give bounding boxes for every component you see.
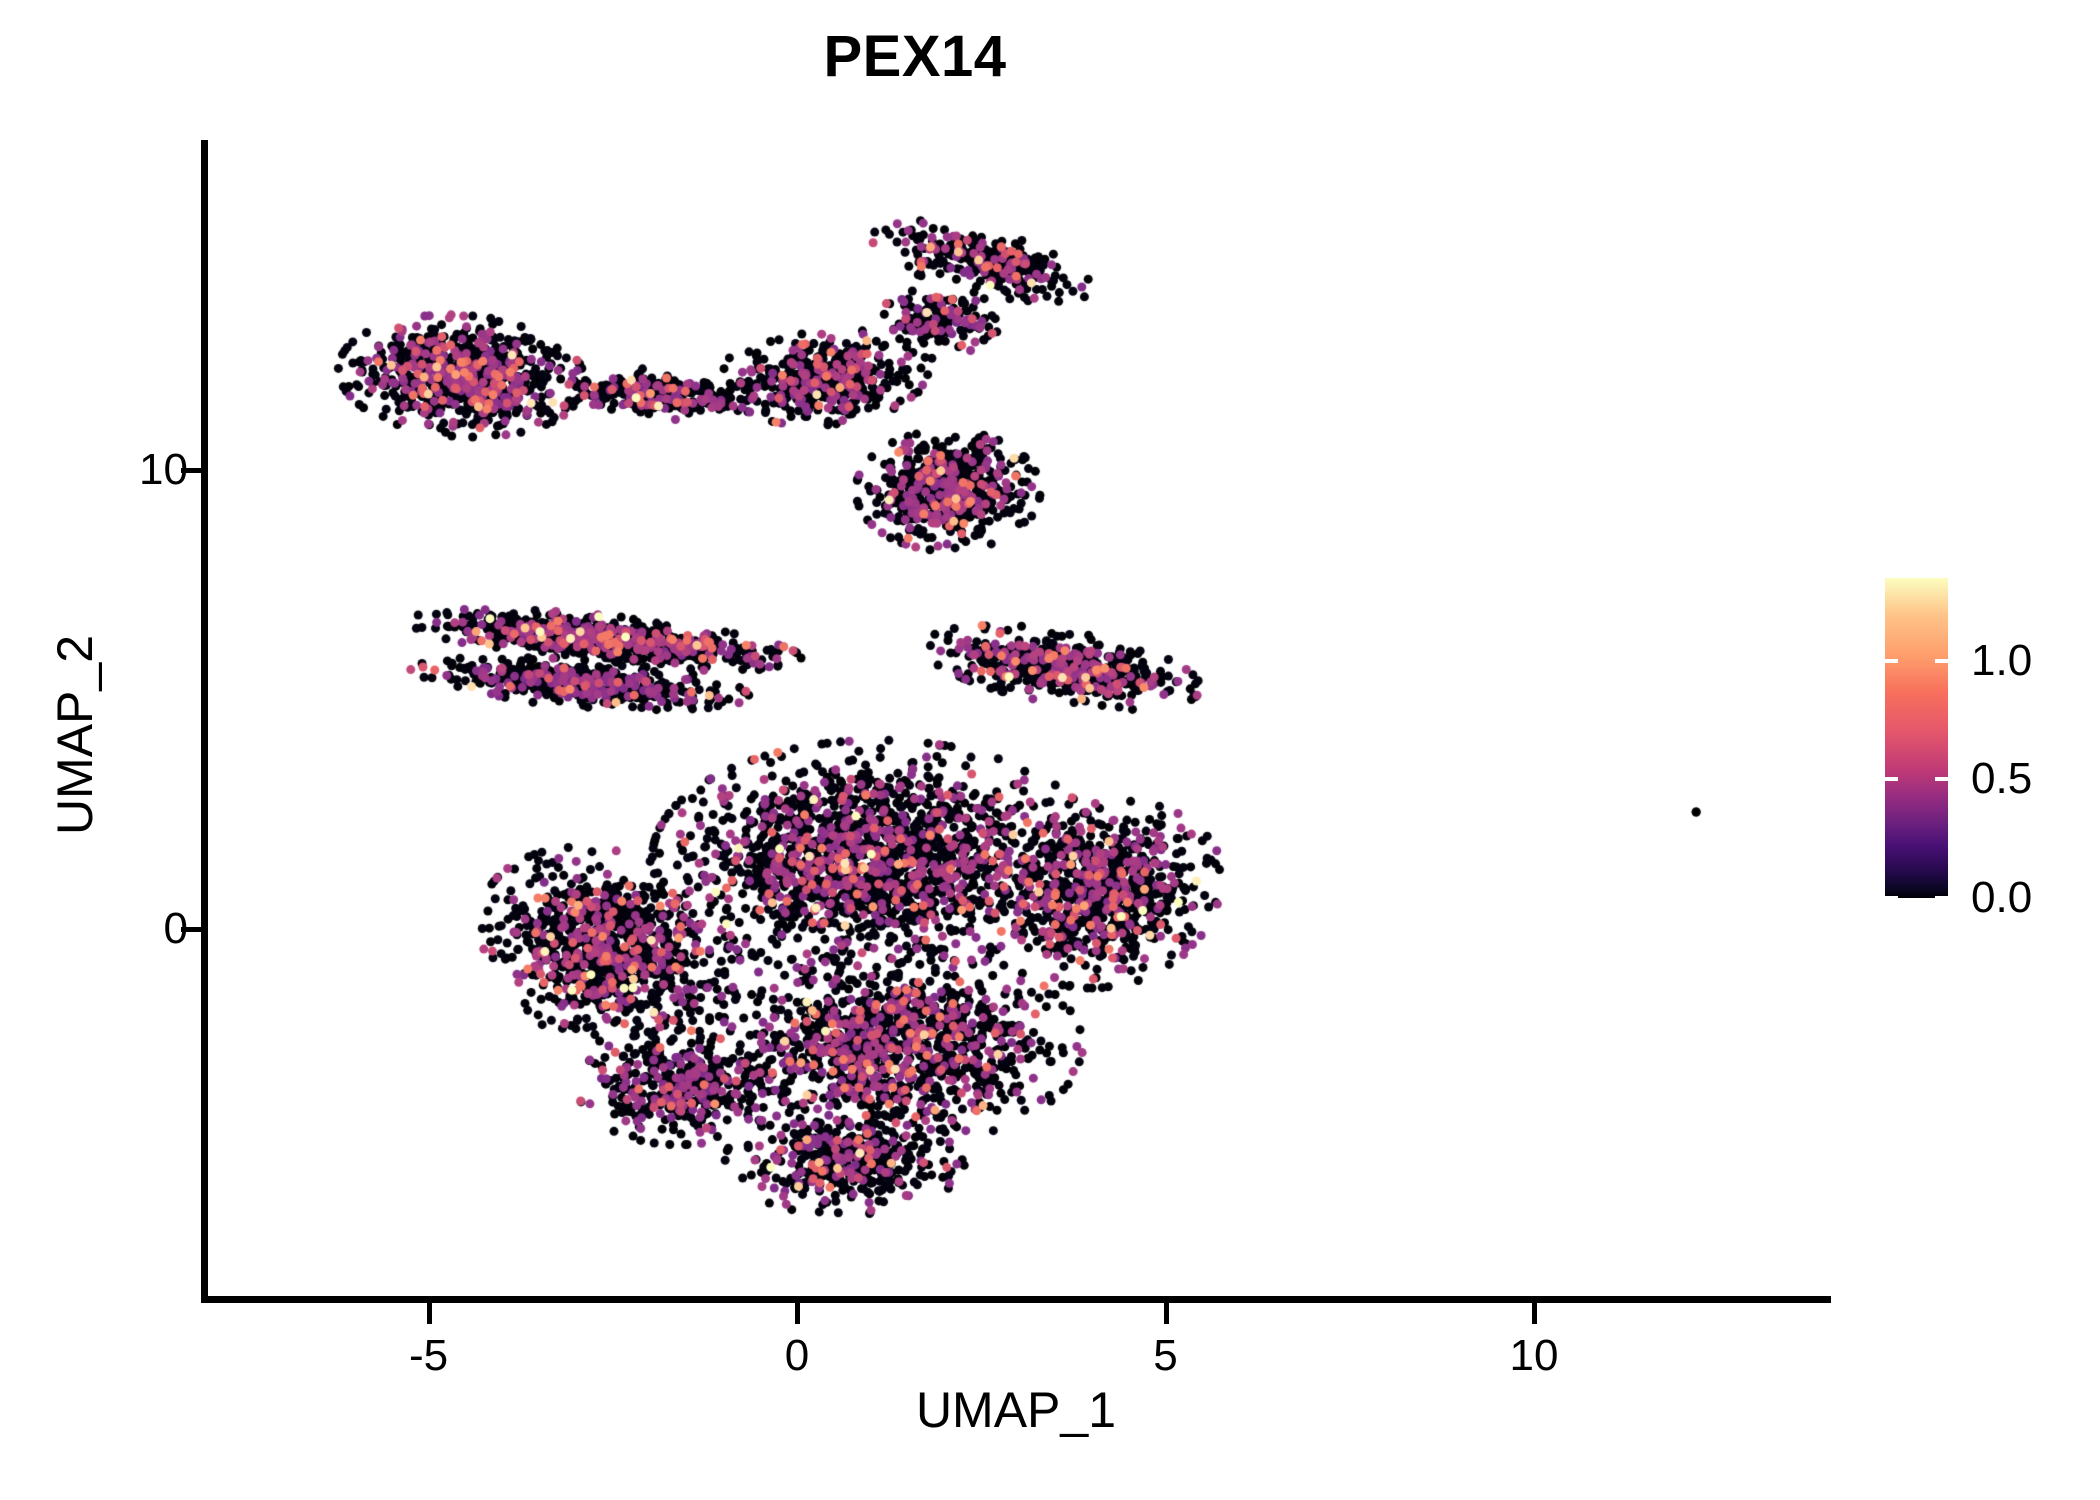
x-tick-mark <box>426 1303 432 1324</box>
x-axis-line <box>201 1296 1831 1303</box>
colorbar-tick-mark <box>1885 777 1898 782</box>
x-tick-label: 10 <box>1509 1331 1559 1380</box>
colorbar-tick-label: 1.0 <box>1971 635 2033 685</box>
x-tick-label: 0 <box>784 1331 810 1380</box>
y-tick-mark <box>181 927 202 932</box>
x-tick-label: -5 <box>408 1331 449 1380</box>
y-tick-mark <box>181 468 202 473</box>
x-tick-label: 5 <box>1153 1331 1178 1380</box>
colorbar-gradient <box>1885 578 1948 898</box>
colorbar-tick-mark <box>1885 896 1898 900</box>
colorbar-tick-mark <box>1935 777 1948 782</box>
y-axis-title: UMAP_2 <box>47 634 103 836</box>
x-axis-title: UMAP_1 <box>915 1382 1117 1438</box>
colorbar-tick-label: 0.0 <box>1971 873 2033 922</box>
y-tick-label: 0 <box>163 904 188 953</box>
colorbar-tick-label: 0.5 <box>1971 754 2033 804</box>
x-tick-mark <box>1163 1303 1169 1324</box>
y-axis-line <box>201 140 208 1303</box>
x-tick-mark <box>795 1303 800 1324</box>
colorbar-tick-mark <box>1935 658 1948 663</box>
colorbar-legend: 1.0 0.5 0.0 <box>1885 578 2085 920</box>
x-tick-mark <box>1532 1303 1537 1324</box>
y-tick-label: 10 <box>139 445 188 494</box>
colorbar-tick-mark <box>1885 658 1898 663</box>
colorbar-tick-mark <box>1935 896 1948 900</box>
